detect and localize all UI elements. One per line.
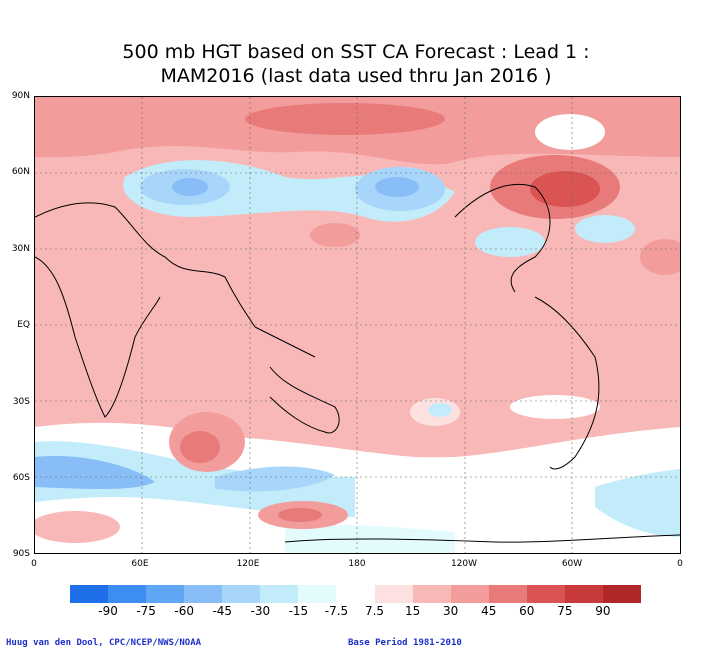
lat-label-60s: 60S	[12, 473, 30, 483]
blob-positive-north-africa	[640, 239, 680, 275]
blob-negative-us-east	[475, 227, 545, 257]
legend-level-label: 15	[404, 604, 421, 618]
anomaly-map	[34, 96, 681, 554]
lon-label-60e: 60E	[131, 559, 149, 569]
legend-swatch	[70, 585, 109, 603]
legend-swatch	[450, 585, 489, 603]
blob-negative-south-pacific	[428, 403, 452, 417]
legend-swatch	[564, 585, 603, 603]
blob-positive-north-america-core	[530, 171, 600, 207]
anomaly-map-svg	[35, 97, 680, 553]
lat-label-30n: 30N	[11, 244, 30, 254]
legend-swatch	[260, 585, 299, 603]
title-line-1: 500 mb HGT based on SST CA Forecast : Le…	[122, 41, 590, 63]
lon-label-120e: 120E	[236, 559, 260, 569]
blob-positive-west-pacific	[310, 223, 360, 247]
legend-swatch	[222, 585, 261, 603]
color-legend	[70, 585, 641, 603]
lon-label-0: 0	[31, 559, 37, 569]
lat-label-90n: 90N	[11, 91, 30, 101]
title-line-2: MAM2016 (last data used thru Jan 2016 )	[160, 65, 552, 87]
coast-africa-eurasia	[35, 202, 256, 418]
lat-label-60n: 60N	[11, 167, 30, 177]
legend-level-label: -7.5	[324, 604, 349, 618]
lon-label-180: 180	[348, 559, 366, 569]
legend-swatch	[412, 585, 451, 603]
shade-negative-south-pacific	[215, 466, 335, 492]
blob-near-zero-south-atlantic	[510, 395, 600, 419]
blob-negative-eurasia-core	[172, 178, 208, 196]
lon-label-120w: 120W	[450, 559, 478, 569]
blob-negative-pacific-core	[375, 177, 419, 197]
legend-swatch	[184, 585, 223, 603]
legend-swatch	[602, 585, 641, 603]
legend-level-label: -60	[174, 604, 194, 618]
legend-level-label: -15	[288, 604, 309, 618]
coastlines	[35, 183, 680, 543]
shade-strong-negative-southwest	[35, 456, 155, 490]
shade-negative-southeast	[595, 469, 680, 537]
legend-level-label: -75	[136, 604, 156, 618]
lon-label-0-east: 0	[677, 559, 683, 569]
blob-arctic-core	[245, 103, 445, 135]
lat-label-eq: EQ	[17, 320, 30, 330]
legend-swatch	[336, 585, 375, 603]
legend-swatch	[108, 585, 147, 603]
legend-level-label: 7.5	[364, 604, 385, 618]
blob-near-zero-greenland	[535, 114, 605, 150]
legend-level-label: -45	[212, 604, 233, 618]
legend-level-label: 60	[519, 604, 535, 618]
credit-text: Huug van den Dool, CPC/NCEP/NWS/NOAA	[6, 638, 202, 648]
legend-level-label: -30	[250, 604, 271, 618]
legend-level-label: 30	[443, 604, 459, 618]
coast-antarctica	[284, 534, 680, 543]
legend-level-label: 75	[557, 604, 573, 618]
coast-maritime-australia	[254, 326, 340, 434]
legend-level-label: -90	[98, 604, 118, 618]
coast-americas	[454, 183, 600, 470]
legend-swatch	[298, 585, 337, 603]
lat-label-30s: 30S	[12, 397, 30, 407]
base-period-text: Base Period 1981-2010	[348, 638, 462, 648]
lon-label-60w: 60W	[561, 559, 583, 569]
legend-swatch	[146, 585, 185, 603]
legend-swatch	[374, 585, 413, 603]
legend-swatch	[526, 585, 565, 603]
legend-level-label: 90	[595, 604, 611, 618]
lat-label-90s: 90S	[12, 549, 30, 559]
legend-level-label: 45	[481, 604, 497, 618]
blob-positive-southwest	[35, 511, 120, 543]
shade-negative-south	[35, 441, 355, 517]
graticule	[35, 97, 680, 553]
blob-positive-antarctic-core	[278, 508, 322, 522]
blob-positive-south-indian-core	[180, 431, 220, 463]
blob-negative-atlantic	[575, 215, 635, 243]
legend-swatch	[488, 585, 527, 603]
